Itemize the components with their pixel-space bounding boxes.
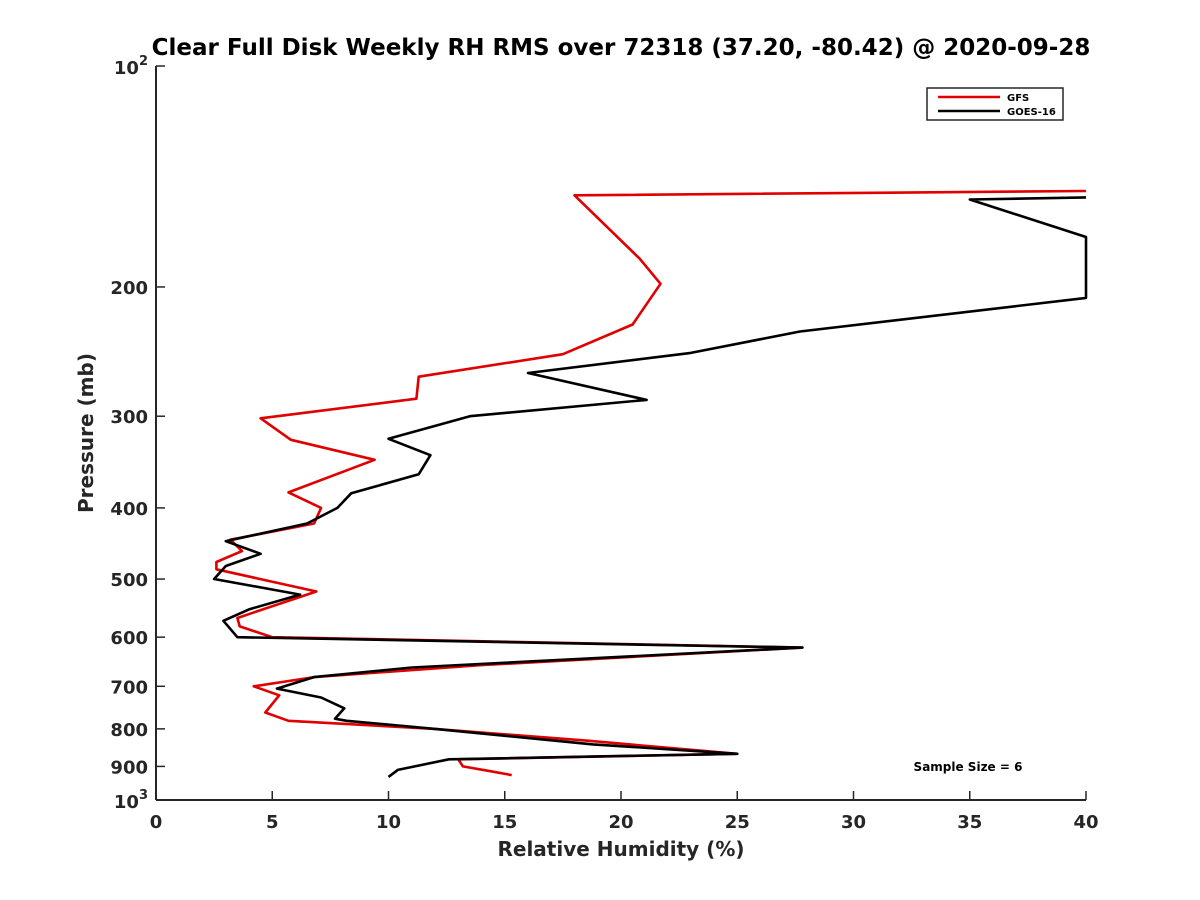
legend-label-goes16: GOES-16 — [1007, 107, 1056, 118]
series-line-goes16 — [212, 196, 1088, 778]
y-tick-label: 600 — [110, 628, 148, 649]
y-axis-label: Pressure (mb) — [74, 353, 98, 513]
x-tick-label: 25 — [725, 812, 750, 833]
x-tick-label: 35 — [957, 812, 982, 833]
x-tick-label: 10 — [376, 812, 401, 833]
x-tick-label: 20 — [608, 812, 633, 833]
y-tick-label: 900 — [110, 757, 148, 778]
chart-title: Clear Full Disk Weekly RH RMS over 72318… — [152, 35, 1091, 61]
x-tick-label: 30 — [841, 812, 866, 833]
y-tick-exponent: 3 — [139, 788, 148, 803]
y-tick-label: 500 — [110, 570, 148, 591]
sample-size-annotation: Sample Size = 6 — [914, 760, 1023, 774]
y-tick-label: 200 — [110, 278, 148, 299]
y-tick-base: 10 — [114, 58, 139, 79]
x-tick-label: 0 — [150, 812, 163, 833]
y-tick-label: 800 — [110, 720, 148, 741]
y-tick-label: 102 — [114, 54, 148, 79]
legend-label-gfs: GFS — [1007, 93, 1029, 104]
plot-area: 0 5 10 15 20 25 30 35 40 10220030040050060070080… — [110, 54, 1098, 833]
y-tick-exponent: 2 — [139, 54, 148, 69]
y-tick-label: 700 — [110, 677, 148, 698]
x-axis-label: Relative Humidity (%) — [497, 837, 744, 861]
x-tick-label: 15 — [492, 812, 517, 833]
series-lines — [212, 189, 1088, 778]
y-tick-label: 400 — [110, 499, 148, 520]
legend-box — [926, 87, 1064, 121]
x-ticks: 0 5 10 15 20 25 30 35 40 — [150, 791, 1099, 833]
y-tick-label: 300 — [110, 407, 148, 428]
x-tick-label: 40 — [1073, 812, 1098, 833]
y-tick-base: 10 — [114, 792, 139, 813]
legend: GFS GOES-16 — [926, 87, 1064, 121]
x-tick-label: 5 — [266, 812, 279, 833]
series-line-gfs — [215, 189, 1087, 777]
y-tick-label: 103 — [114, 788, 148, 813]
